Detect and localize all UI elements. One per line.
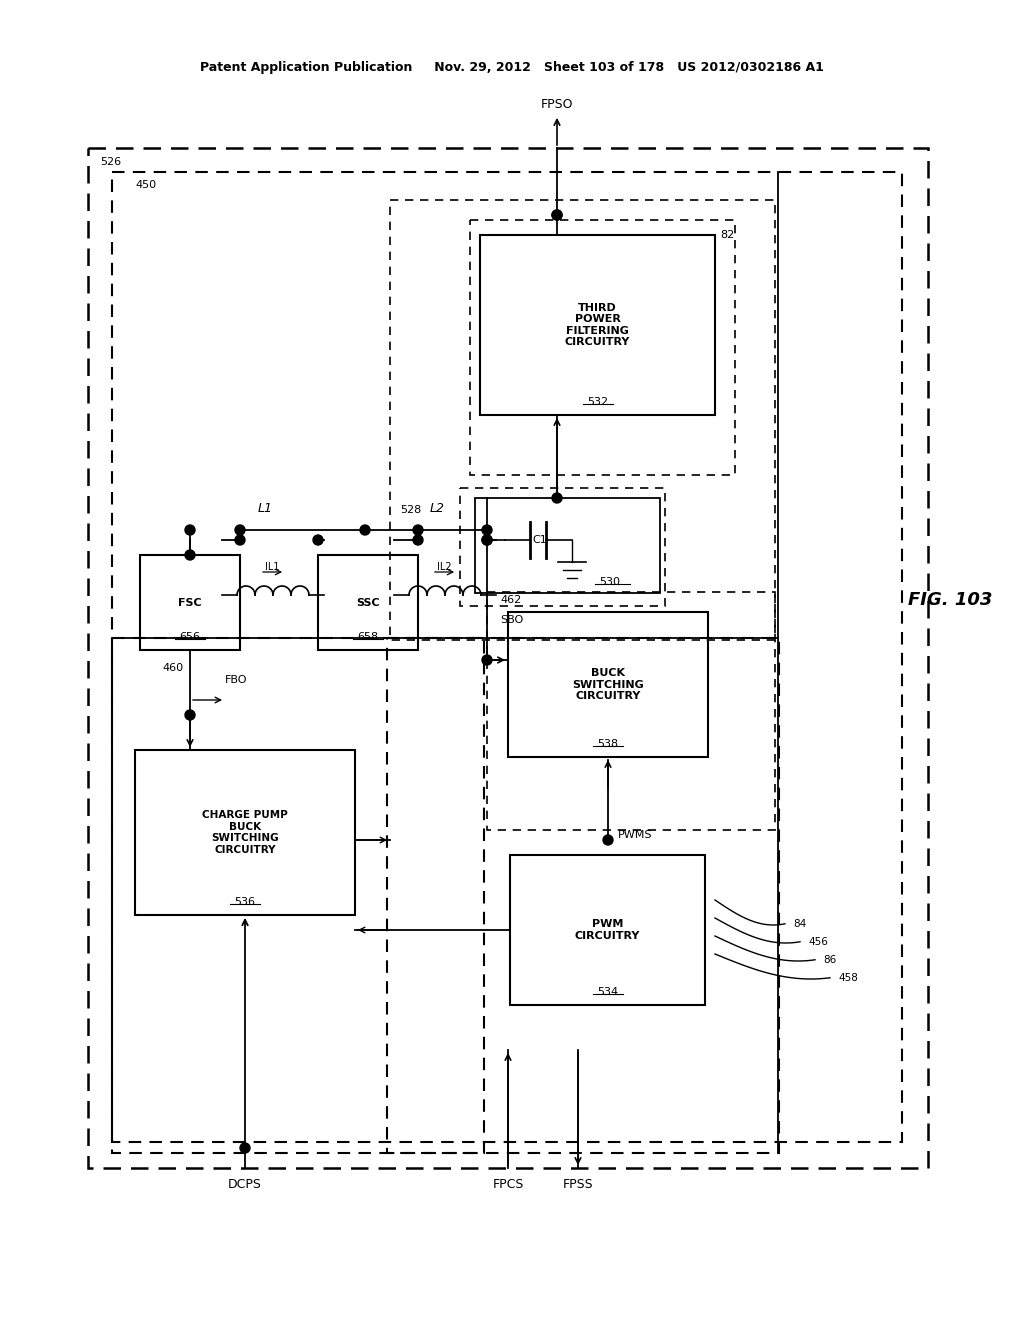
Circle shape <box>552 210 562 220</box>
Text: 460: 460 <box>162 663 183 673</box>
Text: 458: 458 <box>838 973 858 983</box>
Text: 538: 538 <box>597 739 618 748</box>
Circle shape <box>482 535 492 545</box>
Text: 656: 656 <box>179 632 201 642</box>
Text: FIG. 103: FIG. 103 <box>908 591 992 609</box>
Circle shape <box>313 535 323 545</box>
Text: 456: 456 <box>808 937 827 946</box>
Text: 84: 84 <box>793 919 806 929</box>
Circle shape <box>234 525 245 535</box>
Circle shape <box>185 525 195 535</box>
Text: 450: 450 <box>135 180 156 190</box>
Text: 462: 462 <box>500 595 521 605</box>
Text: 534: 534 <box>597 987 618 997</box>
Circle shape <box>234 535 245 545</box>
Text: C1: C1 <box>532 535 548 545</box>
Text: IL1: IL1 <box>265 562 280 572</box>
Circle shape <box>185 550 195 560</box>
Circle shape <box>413 525 423 535</box>
Text: FPSO: FPSO <box>541 99 573 111</box>
Text: BUCK
SWITCHING
CIRCUITRY: BUCK SWITCHING CIRCUITRY <box>572 668 644 701</box>
Text: 658: 658 <box>357 632 379 642</box>
Text: FPCS: FPCS <box>493 1179 523 1192</box>
Circle shape <box>185 710 195 719</box>
Circle shape <box>482 535 492 545</box>
Circle shape <box>552 492 562 503</box>
Text: Patent Application Publication     Nov. 29, 2012   Sheet 103 of 178   US 2012/03: Patent Application Publication Nov. 29, … <box>200 62 824 74</box>
Text: DCPS: DCPS <box>228 1179 262 1192</box>
Circle shape <box>413 535 423 545</box>
Text: L2: L2 <box>429 502 444 515</box>
Text: 526: 526 <box>100 157 121 168</box>
Text: THIRD
POWER
FILTERING
CIRCUITRY: THIRD POWER FILTERING CIRCUITRY <box>565 302 630 347</box>
Text: SSC: SSC <box>356 598 380 607</box>
Circle shape <box>240 1143 250 1152</box>
Text: IL2: IL2 <box>436 562 452 572</box>
Text: SBO: SBO <box>500 615 523 624</box>
Text: CHARGE PUMP
BUCK
SWITCHING
CIRCUITRY: CHARGE PUMP BUCK SWITCHING CIRCUITRY <box>202 810 288 855</box>
Circle shape <box>360 525 370 535</box>
Text: 530: 530 <box>599 577 621 587</box>
Text: 82: 82 <box>720 230 734 240</box>
Text: FBO: FBO <box>225 675 248 685</box>
Text: PWM
CIRCUITRY: PWM CIRCUITRY <box>574 919 640 941</box>
Text: FPSS: FPSS <box>562 1179 593 1192</box>
Text: L1: L1 <box>257 502 272 515</box>
Circle shape <box>482 655 492 665</box>
Circle shape <box>552 210 562 220</box>
Text: FSC: FSC <box>178 598 202 607</box>
Text: 532: 532 <box>587 397 608 407</box>
Text: PWMS: PWMS <box>618 830 652 840</box>
Circle shape <box>603 836 613 845</box>
Text: 528: 528 <box>400 506 421 515</box>
Text: 86: 86 <box>823 954 837 965</box>
Circle shape <box>482 525 492 535</box>
Text: 536: 536 <box>234 898 256 907</box>
